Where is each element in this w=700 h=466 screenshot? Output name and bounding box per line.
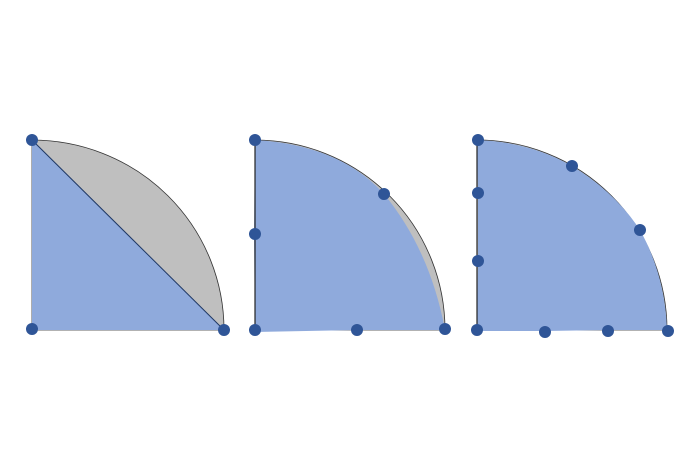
quadratic-element [254, 140, 445, 332]
node [602, 325, 614, 337]
node [662, 325, 674, 337]
node [566, 160, 578, 172]
node [539, 326, 551, 338]
node [249, 134, 261, 146]
node [439, 323, 451, 335]
node [472, 255, 484, 267]
node [472, 187, 484, 199]
cubic-element [477, 140, 667, 331]
node [249, 324, 261, 336]
figure-quadratic [249, 134, 451, 336]
node [472, 134, 484, 146]
node [26, 323, 38, 335]
node [471, 324, 483, 336]
node [249, 228, 261, 240]
node [634, 224, 646, 236]
figure-cubic [471, 134, 674, 338]
figure-linear [26, 134, 230, 336]
node [378, 188, 390, 200]
node [26, 134, 38, 146]
node [351, 324, 363, 336]
node [218, 324, 230, 336]
edge [31, 139, 225, 331]
